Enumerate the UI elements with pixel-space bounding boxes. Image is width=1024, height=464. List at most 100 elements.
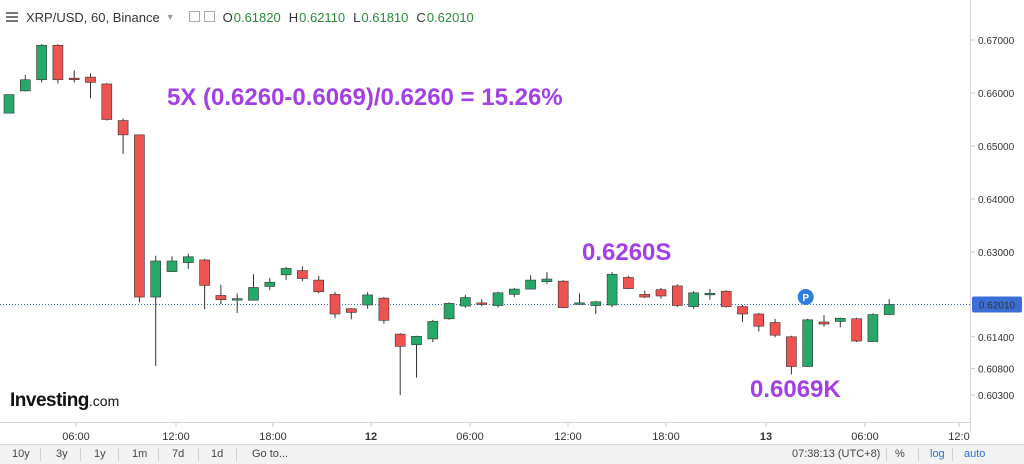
candle-body <box>36 44 47 81</box>
ohlc-h-value: 0.62110 <box>299 9 346 25</box>
ohlc-c-key: C <box>416 9 426 25</box>
x-tick-label: 06:00 <box>62 431 90 443</box>
short-entry-annotation: 0.6260S <box>582 239 672 266</box>
candle-body <box>492 292 504 306</box>
y-tick-label: 0.60800 <box>978 365 1015 376</box>
ohlc-o-value: 0.61820 <box>233 9 281 25</box>
candle-body <box>525 279 536 290</box>
y-tick-label: 0.65000 <box>978 142 1015 153</box>
ohlc-l-value: 0.61810 <box>361 9 409 25</box>
candle-body <box>834 317 846 322</box>
range-3y-button[interactable]: 3y <box>56 448 68 460</box>
candle-body <box>786 336 797 367</box>
candle-body <box>313 279 325 293</box>
candle-body <box>215 295 227 300</box>
candle-body <box>883 304 895 315</box>
y-tick-label: 0.60300 <box>978 391 1015 402</box>
ohlc-o-key: O <box>222 9 233 25</box>
candle-body <box>557 280 569 308</box>
candle-body <box>117 120 129 136</box>
time-axis-border <box>0 422 970 423</box>
range-1d-button[interactable]: 1d <box>211 448 224 460</box>
log-toggle[interactable]: log <box>930 448 945 460</box>
candle-body <box>362 294 373 306</box>
candle-body <box>134 134 145 298</box>
candle-body <box>297 270 308 279</box>
current-price-tag <box>972 296 1022 313</box>
auto-toggle[interactable]: auto <box>964 448 986 460</box>
candle-body <box>720 290 732 307</box>
target-annotation: 0.6069K <box>750 376 841 403</box>
symbol-title[interactable]: XRP/USD, 60, Binance <box>26 9 160 25</box>
x-tick-label: 18:00 <box>259 431 287 443</box>
p-marker-label: P <box>802 293 809 304</box>
goto-date-button[interactable]: Go to... <box>252 448 289 460</box>
x-tick-label: 06:00 <box>456 431 484 443</box>
x-tick-label: 12:00 <box>554 431 582 443</box>
candle-body <box>264 281 276 287</box>
chevron-down-icon[interactable]: ▼ <box>165 12 175 22</box>
candle-body <box>68 77 80 80</box>
price-axis-border <box>970 0 971 432</box>
candle-body <box>753 313 765 327</box>
price-chart[interactable]: 0.67000 0.66000 0.65000 0.64000 0.63000 0.614… <box>0 0 1024 444</box>
candle-body <box>769 322 781 336</box>
y-tick-label: 0.61400 <box>978 333 1015 344</box>
candle-body <box>639 294 651 298</box>
menu-icon[interactable] <box>6 11 18 23</box>
candle-body <box>427 321 439 340</box>
ohlc-readout: O0.61820 H0.62110 L0.61810 C0.62010 <box>215 10 474 25</box>
candle-body <box>411 335 422 346</box>
candle-body <box>688 292 699 307</box>
candle-body <box>671 285 683 306</box>
candle-body <box>150 260 161 298</box>
x-tick-label: 12:00 <box>162 431 190 443</box>
x-tick-label: 13 <box>760 431 772 443</box>
candle-body <box>606 273 618 306</box>
y-tick-label: 0.66000 <box>978 89 1015 100</box>
candle-body <box>248 287 259 301</box>
candle-body <box>443 303 455 320</box>
footer-toolbar: 10y 3y 1y 1m 7d 1d Go to... 07:38:13 (UT… <box>0 444 1024 464</box>
candle-body <box>166 260 178 272</box>
candle-body <box>574 302 585 305</box>
candle-body <box>231 298 243 301</box>
ohlc-l-key: L <box>353 9 361 25</box>
percent-toggle[interactable]: % <box>895 448 905 460</box>
chart-header: XRP/USD, 60, Binance ▼ O0.61820 H0.62110 L… <box>0 0 970 34</box>
y-tick-label: 0.64000 <box>978 195 1015 206</box>
candle-body <box>183 256 194 263</box>
candle-body <box>851 318 862 342</box>
range-7d-button[interactable]: 7d <box>172 448 185 460</box>
candle-body <box>476 302 488 305</box>
clock-readout: 07:38:13 (UTC+8) <box>792 448 881 460</box>
candle-body <box>52 44 64 81</box>
investing-logo: Investing.com <box>10 390 120 411</box>
x-tick-label: 18:00 <box>652 431 680 443</box>
candle-body <box>508 288 520 295</box>
candle-body <box>345 308 357 313</box>
candle-body <box>199 259 210 286</box>
current-price-label: 0.62010 <box>979 300 1016 311</box>
x-tick-label: 06:00 <box>851 431 879 443</box>
candle-body <box>280 268 292 276</box>
candle-body <box>101 83 113 120</box>
p-marker <box>797 289 814 305</box>
x-tick-label: 12:0 <box>948 431 969 443</box>
settings-icon[interactable] <box>185 10 215 25</box>
candle-body <box>590 301 602 306</box>
candle-body <box>19 79 31 92</box>
candle-body <box>818 321 830 325</box>
candle-body <box>704 293 716 296</box>
x-tick-label: 12 <box>365 431 377 443</box>
candle-body <box>623 277 634 289</box>
candle-body <box>655 289 667 297</box>
range-1y-button[interactable]: 1y <box>94 448 106 460</box>
range-1m-button[interactable]: 1m <box>132 448 148 460</box>
candle-body <box>460 297 471 307</box>
y-tick-label: 0.67000 <box>978 36 1015 47</box>
range-10y-button[interactable]: 10y <box>12 448 30 460</box>
profit-formula-annotation: 5X (0.6260-0.6069)/0.6260 = 15.26% <box>167 84 563 111</box>
candle-body <box>541 278 553 282</box>
